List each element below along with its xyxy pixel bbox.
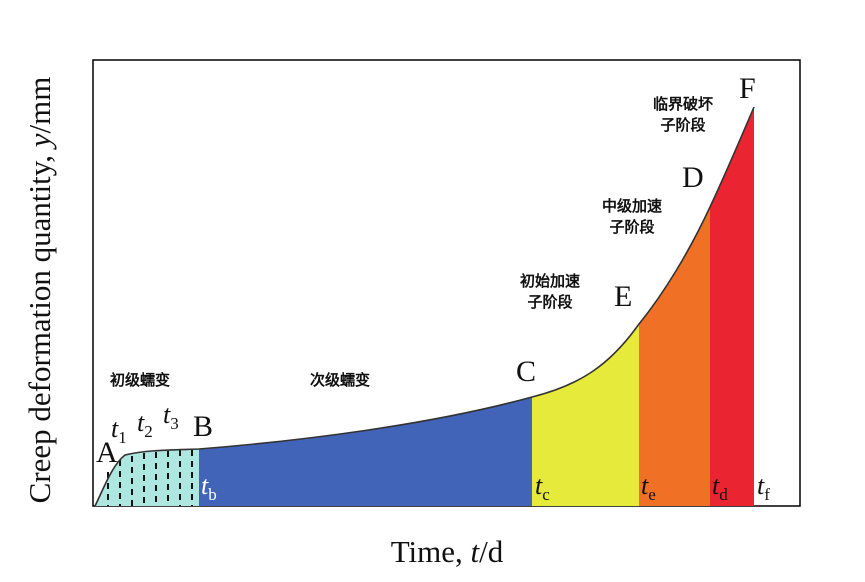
te-label: te bbox=[641, 471, 656, 504]
t2-label: t2 bbox=[137, 408, 153, 441]
x-axis-label-prefix: Time, bbox=[391, 534, 471, 569]
y-axis-label-prefix: Creep deformation quantity, bbox=[22, 147, 57, 503]
creep-curve bbox=[94, 106, 755, 507]
mid-accel-region bbox=[639, 207, 710, 506]
secondary-creep-label: 次级蠕变 bbox=[310, 371, 370, 389]
initial-accel-label-line2: 子阶段 bbox=[527, 293, 572, 311]
critical-label-line1: 临界破坏 bbox=[653, 95, 713, 113]
point-a-label: A bbox=[96, 436, 118, 469]
x-axis-label-unit: /d bbox=[479, 534, 504, 569]
secondary-creep-region bbox=[199, 397, 532, 506]
t3-label: t3 bbox=[163, 400, 179, 433]
mid-accel-label-line1: 中级加速 bbox=[602, 197, 662, 215]
point-f-label: F bbox=[739, 72, 756, 105]
tb-label: tb bbox=[201, 471, 217, 504]
tc-label: tc bbox=[535, 471, 550, 504]
t1-label: t1 bbox=[111, 414, 127, 447]
critical-region bbox=[710, 107, 754, 506]
point-b-label: B bbox=[193, 410, 213, 443]
point-e-label: E bbox=[614, 280, 632, 313]
y-axis-label-var: y bbox=[22, 133, 57, 150]
x-axis-label: Time, t/d bbox=[391, 534, 504, 569]
initial-accel-region bbox=[532, 324, 639, 506]
point-d-label: D bbox=[682, 161, 704, 194]
critical-label-line2: 子阶段 bbox=[660, 116, 705, 134]
y-axis-label-unit: /mm bbox=[22, 77, 57, 134]
tf-label: tf bbox=[757, 471, 770, 504]
td-label: td bbox=[712, 471, 728, 504]
mid-accel-label-line2: 子阶段 bbox=[609, 218, 654, 236]
initial-accel-label-line1: 初始加速 bbox=[520, 272, 580, 290]
primary-creep-label: 初级蠕变 bbox=[110, 371, 170, 389]
x-axis-label-var: t bbox=[471, 534, 481, 569]
y-axis-label: Creep deformation quantity, y/mm bbox=[22, 77, 57, 504]
point-c-label: C bbox=[516, 355, 536, 388]
